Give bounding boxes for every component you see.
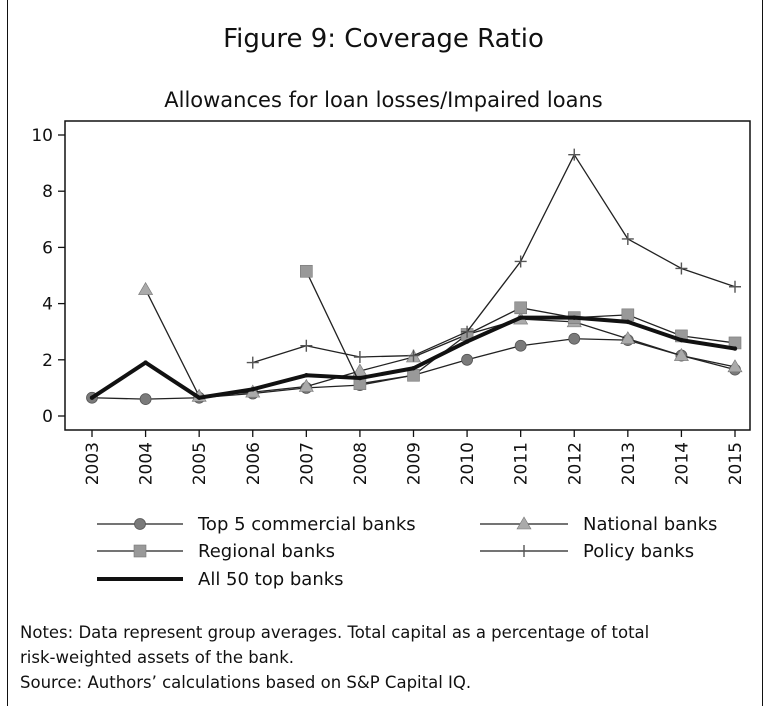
y-tick-label: 6 — [42, 238, 53, 258]
legend-label-all-50-top-banks: All 50 top banks — [198, 569, 344, 590]
series-line-national-banks — [145, 289, 736, 397]
y-tick-label: 0 — [42, 407, 53, 427]
y-tick-label: 8 — [42, 182, 53, 202]
point-all-50-top-banks — [196, 395, 202, 400]
legend-marker-national-banks — [516, 516, 532, 530]
point-policy-banks — [300, 339, 313, 352]
y-tick-label: 10 — [31, 126, 53, 146]
x-tick-label: 2004 — [137, 442, 157, 485]
point-policy-banks — [675, 262, 688, 275]
x-tick-label: 2006 — [244, 442, 264, 485]
x-tick-label: 2014 — [672, 442, 692, 485]
x-tick-label: 2007 — [297, 442, 317, 485]
x-tick-label: 2015 — [726, 442, 746, 485]
point-regional-banks — [300, 264, 313, 278]
point-national-banks — [620, 331, 636, 345]
point-all-50-top-banks — [411, 366, 416, 371]
x-tick-label: 2008 — [351, 442, 371, 485]
point-all-50-top-banks — [464, 339, 470, 344]
x-tick-label: 2013 — [619, 442, 639, 485]
series-line-regional-banks — [305, 271, 736, 385]
point-all-50-top-banks — [518, 315, 523, 320]
point-regional-banks — [407, 368, 420, 382]
point-national-banks — [727, 359, 743, 373]
legend-marker-top-5-commercial-banks — [134, 518, 146, 530]
point-top-5-commercial-banks — [139, 393, 152, 406]
point-all-50-top-banks — [304, 373, 309, 378]
x-tick-label: 2003 — [83, 442, 103, 485]
point-policy-banks — [621, 232, 634, 245]
legend-label-top-5-commercial-banks: Top 5 commercial banks — [197, 514, 416, 535]
series-line-policy-banks — [252, 154, 736, 364]
notes-line-2: risk-weighted assets of the bank. — [20, 648, 295, 667]
point-policy-banks — [568, 148, 581, 161]
y-tick-label: 4 — [42, 295, 53, 315]
legend-label-policy-banks: Policy banks — [583, 541, 694, 562]
point-all-50-top-banks — [357, 375, 363, 381]
point-regional-banks — [621, 308, 635, 322]
x-tick-label: 2009 — [405, 442, 425, 485]
point-policy-banks — [353, 350, 366, 363]
figure-frame — [7, 0, 763, 706]
point-all-50-top-banks — [679, 337, 684, 343]
x-tick-label: 2012 — [565, 442, 585, 485]
source-line: Source: Authors’ calculations based on S… — [20, 673, 472, 692]
point-top-5-commercial-banks — [568, 332, 581, 345]
point-national-banks — [138, 281, 154, 295]
point-national-banks — [673, 347, 689, 361]
point-all-50-top-banks — [625, 319, 631, 325]
notes: Notes: Data represent group averages. To… — [20, 620, 740, 695]
point-all-50-top-banks — [732, 346, 738, 351]
point-regional-banks — [514, 301, 527, 315]
point-all-50-top-banks — [143, 360, 148, 365]
point-policy-banks — [461, 325, 474, 338]
legend-label-regional-banks: Regional banks — [198, 541, 335, 562]
legend-label-national-banks: National banks — [583, 514, 717, 535]
x-tick-label: 2005 — [190, 442, 210, 485]
point-policy-banks — [729, 280, 741, 293]
point-national-banks — [298, 378, 314, 392]
point-policy-banks — [407, 349, 420, 362]
x-tick-label: 2010 — [458, 442, 478, 485]
point-top-5-commercial-banks — [461, 353, 473, 366]
point-top-5-commercial-banks — [514, 339, 527, 352]
legend-marker-policy-banks — [518, 545, 530, 557]
notes-line-1: Notes: Data represent group averages. To… — [20, 623, 650, 642]
y-tick-label: 2 — [42, 351, 53, 371]
point-policy-banks — [246, 356, 259, 369]
figure-title: Figure 9: Coverage Ratio — [223, 24, 544, 54]
x-tick-label: 2011 — [512, 442, 532, 485]
point-all-50-top-banks — [572, 315, 577, 320]
plot-area — [64, 120, 751, 431]
point-policy-banks — [514, 255, 527, 268]
legend-marker-regional-banks — [133, 544, 147, 558]
point-all-50-top-banks — [250, 387, 255, 392]
chart-title: Allowances for loan losses/Impaired loan… — [164, 88, 603, 112]
point-all-50-top-banks — [89, 395, 95, 400]
